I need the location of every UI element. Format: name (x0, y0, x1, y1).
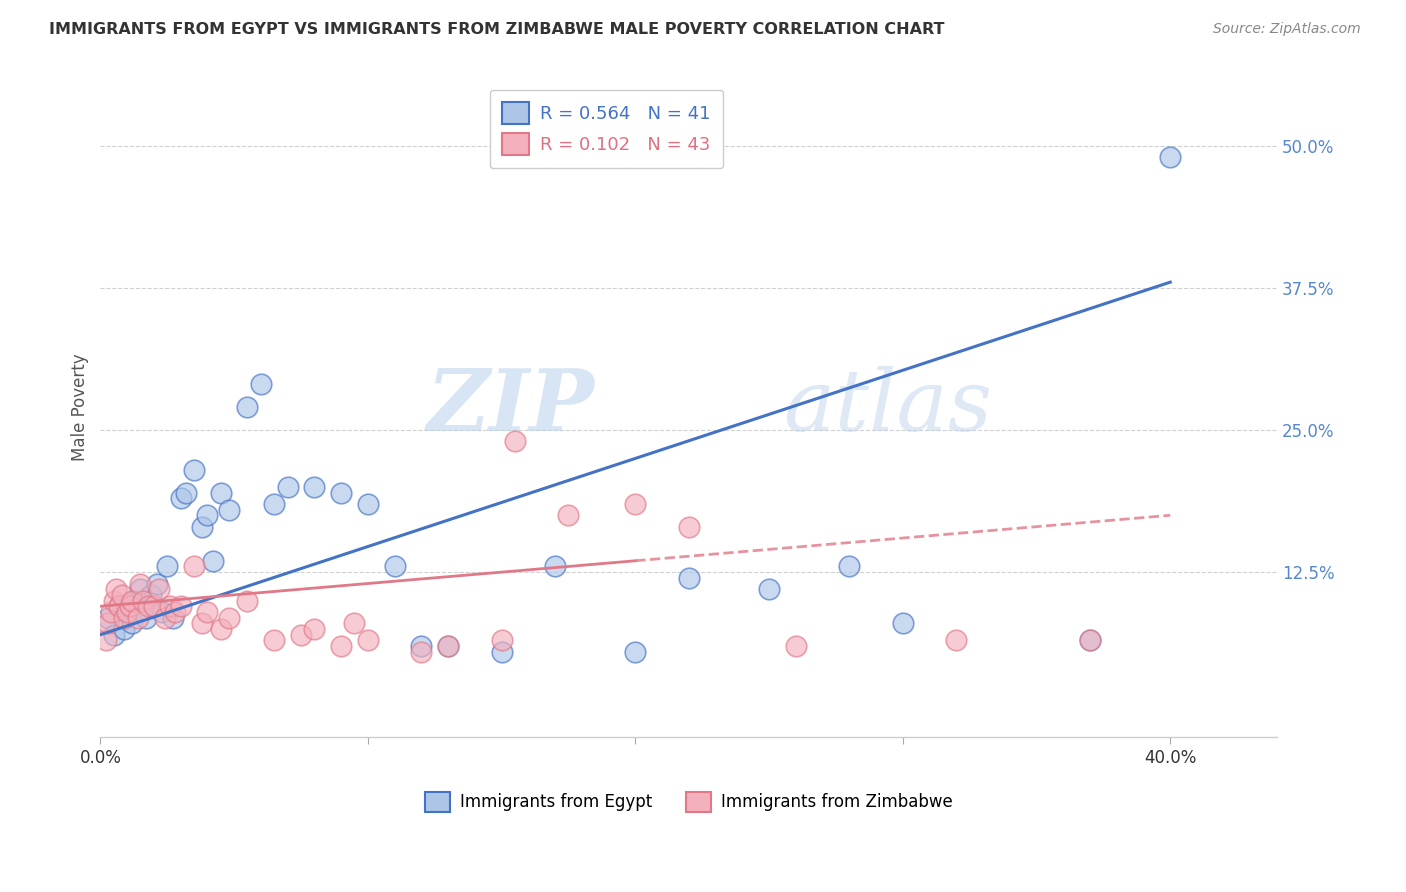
Point (108, 599, 131, 614)
Point (112, 610, 135, 624)
Point (121, 593, 143, 607)
Point (304, 480, 326, 494)
Point (624, 645, 647, 659)
Point (263, 633, 285, 648)
Point (105, 582, 128, 597)
Legend: Immigrants from Egypt, Immigrants from Zimbabwe: Immigrants from Egypt, Immigrants from Z… (415, 781, 963, 822)
Point (150, 605, 173, 619)
Point (159, 599, 181, 614)
Point (290, 628, 312, 642)
Point (195, 508, 218, 523)
Point (142, 599, 165, 614)
Point (544, 559, 567, 574)
Point (678, 571, 700, 585)
Point (118, 599, 141, 614)
Point (132, 593, 155, 607)
Point (112, 622, 135, 636)
Point (357, 633, 380, 648)
Point (169, 491, 191, 506)
Point (118, 599, 141, 614)
Point (156, 559, 179, 574)
Point (174, 485, 197, 500)
Point (678, 519, 700, 533)
Point (1078, 633, 1101, 648)
Text: Source: ZipAtlas.com: Source: ZipAtlas.com (1213, 22, 1361, 37)
Point (218, 502, 240, 516)
Y-axis label: Male Poverty: Male Poverty (72, 353, 89, 461)
Point (785, 639, 807, 653)
Point (129, 582, 152, 597)
Point (141, 588, 163, 602)
Point (145, 576, 167, 591)
Point (127, 610, 149, 624)
Point (97, 616, 120, 631)
Point (1078, 633, 1101, 648)
Point (103, 593, 125, 607)
Point (491, 645, 513, 659)
Point (121, 616, 143, 631)
Point (148, 582, 170, 597)
Point (100, 605, 122, 619)
Point (891, 616, 914, 631)
Point (218, 610, 240, 624)
Point (491, 633, 513, 648)
Point (624, 497, 647, 511)
Point (103, 628, 125, 642)
Text: atlas: atlas (783, 366, 993, 449)
Point (250, 377, 273, 392)
Point (111, 588, 134, 602)
Point (437, 639, 460, 653)
Point (304, 622, 326, 636)
Point (129, 576, 152, 591)
Point (411, 645, 433, 659)
Point (411, 639, 433, 653)
Point (236, 593, 259, 607)
Point (94, 633, 117, 648)
Point (758, 582, 780, 597)
Point (183, 559, 205, 574)
Point (1159, 150, 1181, 164)
Point (236, 401, 259, 415)
Point (183, 463, 205, 477)
Point (169, 599, 191, 614)
Point (330, 485, 353, 500)
Point (195, 605, 218, 619)
Point (557, 508, 579, 523)
Point (135, 610, 157, 624)
Point (191, 616, 214, 631)
Point (209, 622, 232, 636)
Point (209, 485, 232, 500)
Point (343, 616, 366, 631)
Point (838, 559, 860, 574)
Point (138, 599, 160, 614)
Point (97, 610, 120, 624)
Point (108, 599, 131, 614)
Point (162, 610, 184, 624)
Point (503, 434, 526, 449)
Point (263, 497, 285, 511)
Point (437, 639, 460, 653)
Point (330, 639, 353, 653)
Point (357, 497, 380, 511)
Point (191, 519, 214, 533)
Point (165, 605, 187, 619)
Point (384, 559, 406, 574)
Point (124, 593, 146, 607)
Point (945, 633, 967, 648)
Point (201, 554, 224, 568)
Text: IMMIGRANTS FROM EGYPT VS IMMIGRANTS FROM ZIMBABWE MALE POVERTY CORRELATION CHART: IMMIGRANTS FROM EGYPT VS IMMIGRANTS FROM… (49, 22, 945, 37)
Point (153, 610, 176, 624)
Point (277, 480, 299, 494)
Point (115, 605, 138, 619)
Text: ZIP: ZIP (427, 366, 595, 449)
